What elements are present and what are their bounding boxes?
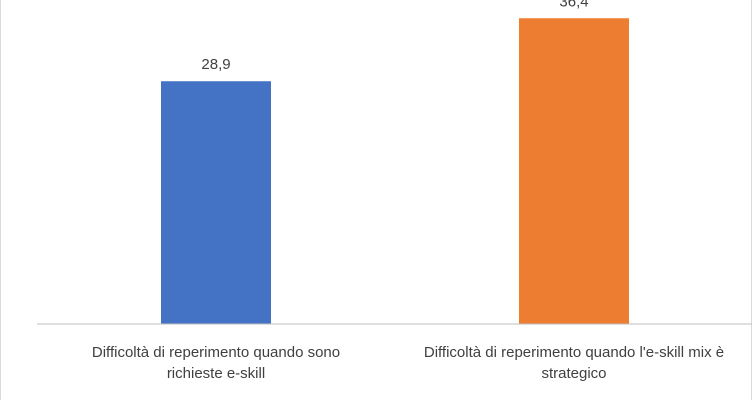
category-label-2-line-1: Difficoltà di reperimento quando l'e-ski… xyxy=(424,344,724,361)
data-label-2: 36,4 xyxy=(559,0,588,10)
category-label-2-line-2: strategico xyxy=(541,365,606,382)
bar-2 xyxy=(519,18,629,325)
category-label-2: Difficoltà di reperimento quando l'e-ski… xyxy=(424,344,724,382)
bar-1 xyxy=(161,81,271,325)
category-label-1-line-1: Difficoltà di reperimento quando sono xyxy=(92,344,340,361)
data-label-1: 28,9 xyxy=(201,56,230,73)
category-label-1: Difficoltà di reperimento quando sono ric… xyxy=(92,344,340,382)
category-label-1-line-2: richieste e-skill xyxy=(167,365,265,382)
